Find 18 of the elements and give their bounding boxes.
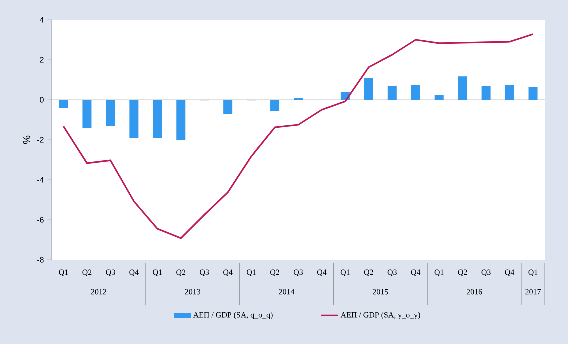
bar [505, 85, 514, 100]
bar [458, 76, 468, 100]
bar [411, 85, 420, 100]
bar [82, 100, 92, 128]
bar [130, 100, 139, 138]
line-series [62, 34, 534, 240]
bar [528, 87, 538, 100]
bar [106, 100, 116, 126]
bar [388, 86, 397, 100]
bar [224, 100, 233, 114]
bar [59, 100, 68, 108]
bar [434, 95, 444, 100]
bar [270, 100, 280, 111]
bar [153, 100, 162, 138]
bar [176, 100, 186, 140]
y-axis-title: % [23, 136, 30, 144]
bar [482, 86, 491, 100]
bar [364, 78, 374, 100]
